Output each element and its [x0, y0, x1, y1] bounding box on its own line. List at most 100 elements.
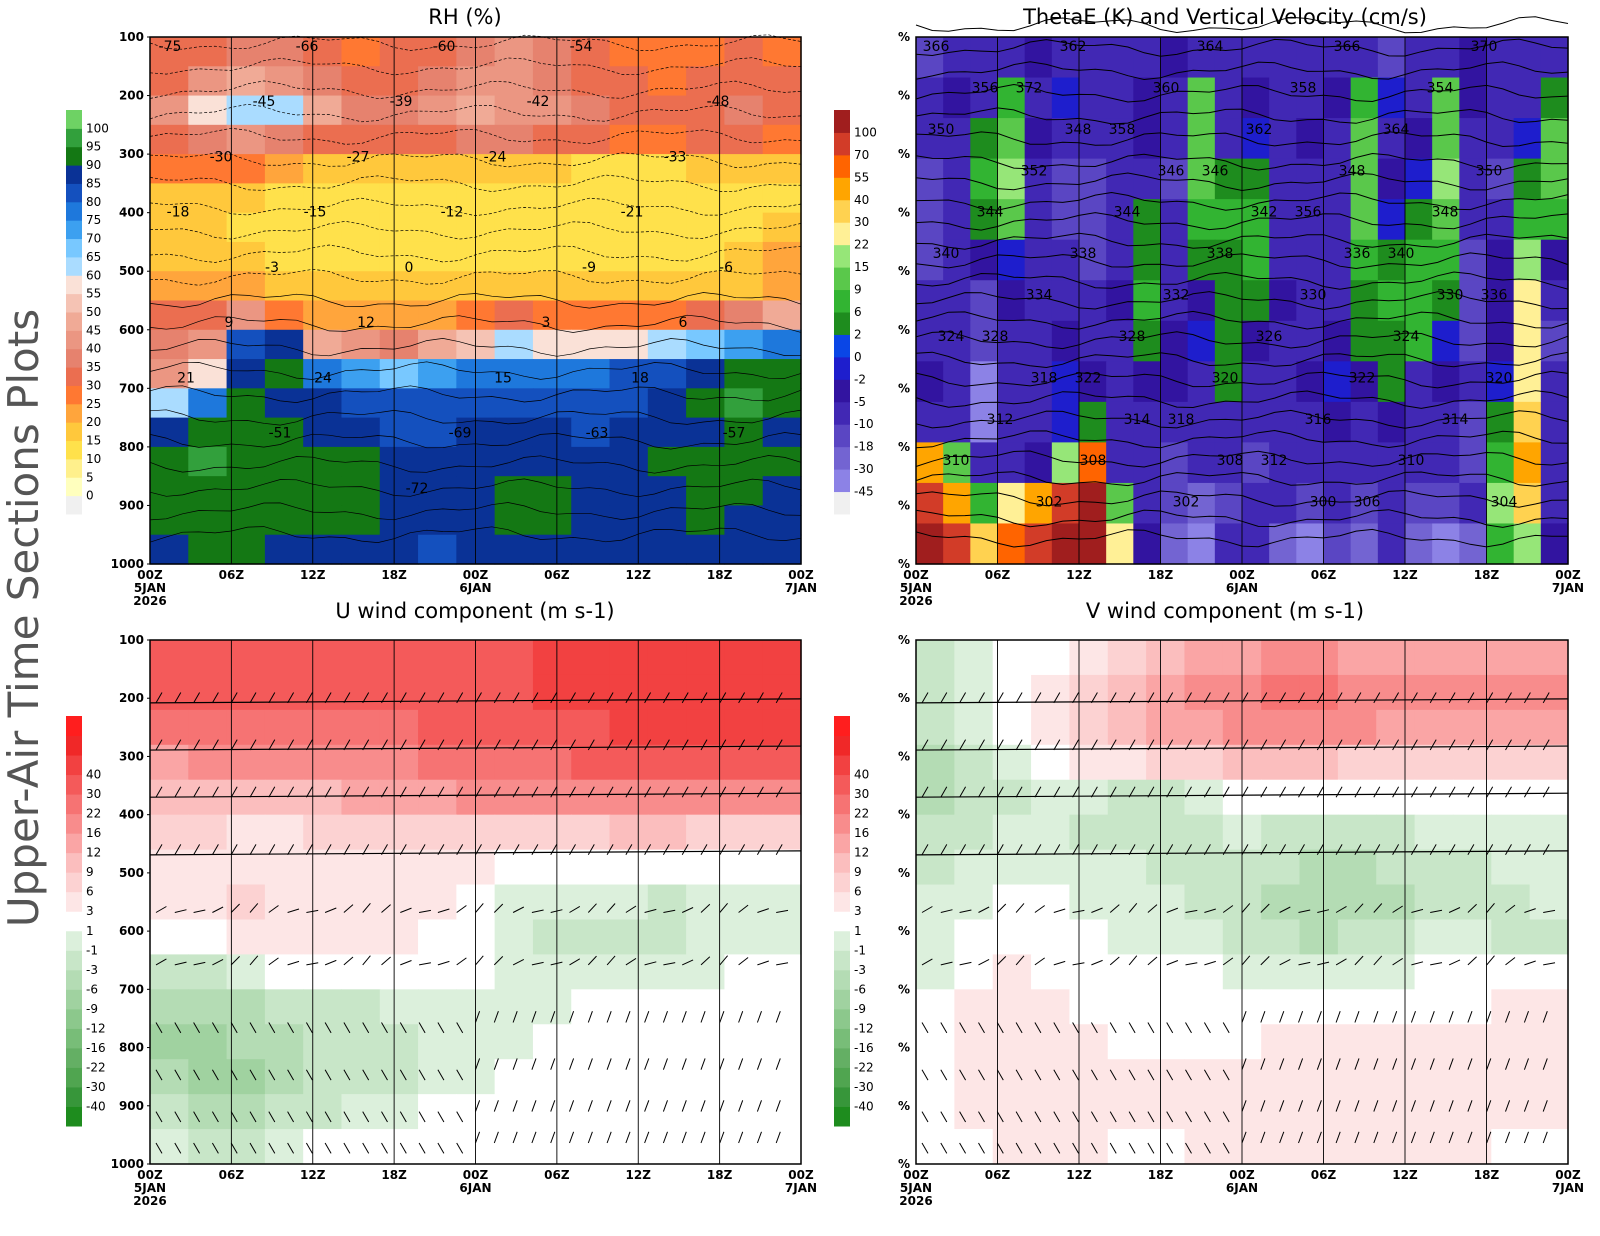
wind-barb — [268, 905, 279, 913]
wind-barb — [1279, 739, 1287, 751]
x-tick-label: 12Z — [1392, 568, 1418, 582]
wind-barb — [230, 903, 240, 913]
field-cell — [1269, 239, 1297, 281]
wind-barb — [456, 1022, 464, 1034]
wind-barb — [1279, 1011, 1285, 1023]
field-cell — [494, 640, 534, 676]
x-tick-label: 00Z — [788, 568, 814, 582]
colorbar-label: 0 — [86, 489, 94, 503]
wind-barb — [1015, 1142, 1023, 1154]
field-cell — [341, 271, 381, 302]
field-cell — [762, 124, 802, 155]
field-cell — [1486, 442, 1515, 484]
field-cell — [1376, 640, 1416, 676]
field-cell — [686, 241, 726, 272]
wind-barb — [193, 1069, 201, 1081]
wind-barb — [1523, 1058, 1529, 1070]
contour-label: -24 — [484, 149, 507, 165]
wind-barb — [738, 786, 746, 798]
wind-barb — [1241, 844, 1249, 856]
wind-barb — [211, 692, 219, 704]
field-cell — [188, 271, 228, 302]
field-cell — [1051, 320, 1080, 362]
field-cell — [762, 446, 802, 477]
wind-barb — [1392, 739, 1400, 751]
wind-barb — [1203, 786, 1211, 798]
field-cell — [264, 884, 304, 921]
colorbar-box — [834, 891, 850, 912]
x-tick-label: 12Z — [300, 1168, 326, 1182]
field-cell — [226, 183, 266, 214]
field-cell — [571, 709, 611, 746]
field-cell — [1146, 709, 1186, 746]
field-cell — [341, 534, 381, 565]
wind-barb — [305, 1111, 313, 1123]
colorbar-label: 60 — [86, 268, 101, 282]
wind-barb — [1203, 1111, 1211, 1123]
field-cell — [1540, 199, 1569, 241]
x-tick-label: 18Z — [707, 1168, 733, 1182]
y-tick-label: % — [898, 323, 910, 337]
rh-field — [150, 37, 802, 565]
contour-label: 6 — [679, 315, 688, 331]
field-cell — [532, 476, 572, 507]
y-tick-label: 200 — [119, 89, 144, 103]
field-cell — [1459, 37, 1488, 79]
wind-barb — [959, 692, 967, 704]
field-cell — [724, 1129, 764, 1165]
field-cell — [686, 271, 726, 302]
contour-label: 3 — [542, 315, 551, 331]
field-cell — [303, 1094, 343, 1130]
wind-barb — [1015, 844, 1023, 856]
wind-barb — [644, 1011, 650, 1023]
contour-label: 348 — [1432, 205, 1459, 221]
contour-label: 352 — [1021, 163, 1048, 179]
wind-barb — [1222, 786, 1230, 798]
colorbar-box — [66, 165, 82, 184]
field-cell — [1184, 744, 1224, 781]
wind-barb — [1505, 957, 1516, 966]
wind-barb — [381, 1069, 388, 1081]
field-cell — [226, 849, 266, 886]
wind-barb — [978, 958, 990, 966]
contour-line — [149, 385, 802, 403]
wind-barb — [569, 1058, 575, 1070]
field-cell — [1031, 779, 1071, 816]
field-cell — [954, 1129, 994, 1165]
field-cell — [1184, 814, 1224, 851]
colorbar-box — [834, 244, 850, 268]
field-cell — [1452, 709, 1492, 746]
field-cell — [1459, 239, 1488, 281]
contour-label: -63 — [586, 426, 609, 442]
field-cell — [1051, 361, 1080, 403]
wind-barb — [1128, 1069, 1136, 1081]
field-cell — [1452, 954, 1492, 990]
field-cell — [341, 66, 381, 97]
field-cell — [943, 37, 971, 79]
colorbar-label: 6 — [854, 885, 862, 899]
field-cell — [303, 66, 343, 97]
field-cell — [1261, 814, 1301, 851]
wind-barb — [1542, 739, 1550, 751]
wind-barb — [921, 1022, 929, 1034]
contour-label: 320 — [1486, 370, 1513, 386]
y-tick-label: % — [898, 89, 910, 103]
field-cell — [1133, 239, 1162, 281]
wind-barb — [1486, 786, 1494, 798]
wind-barb — [1090, 1069, 1098, 1081]
field-cell — [226, 241, 266, 272]
field-cell — [943, 442, 971, 484]
field-cell — [188, 709, 228, 746]
field-cell — [1031, 989, 1071, 1025]
wind-barb — [475, 1131, 481, 1144]
field-cell — [943, 118, 971, 160]
field-cell — [226, 95, 266, 126]
contour-label: -54 — [570, 39, 593, 55]
wind-barb — [1279, 1058, 1285, 1070]
wind-barb — [719, 1058, 725, 1070]
colorbar-label: 100 — [86, 121, 109, 135]
field-cell — [1491, 849, 1531, 886]
contour-label: 348 — [1065, 122, 1092, 138]
field-cell — [1414, 814, 1454, 851]
wind-barb — [1109, 786, 1117, 798]
